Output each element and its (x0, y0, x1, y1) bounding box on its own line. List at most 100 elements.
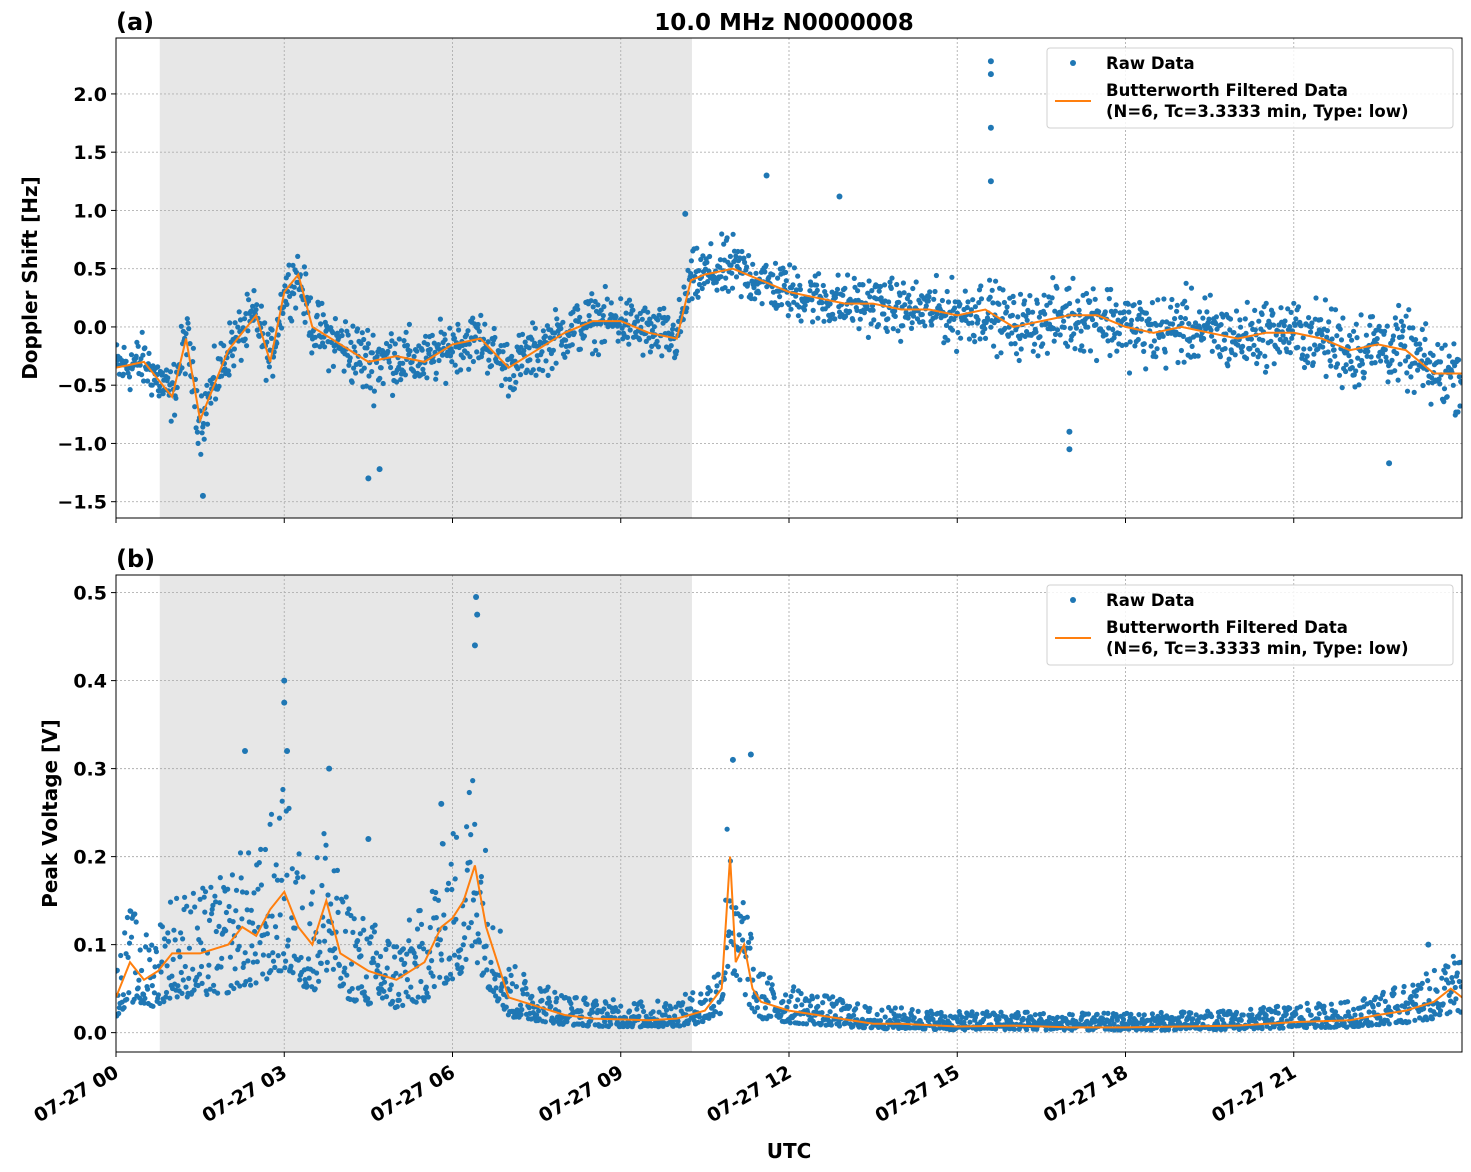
raw-data-point (1239, 349, 1245, 355)
raw-data-point (1436, 376, 1442, 382)
raw-data-point (1040, 1011, 1046, 1017)
raw-data-point (1332, 307, 1339, 313)
raw-data-point (431, 983, 437, 990)
raw-data-point (212, 893, 218, 899)
raw-data-point (829, 289, 835, 295)
raw-data-point (991, 343, 997, 349)
raw-data-point (1256, 318, 1262, 324)
raw-data-point (493, 985, 499, 991)
raw-data-point (1196, 309, 1203, 315)
raw-data-point (626, 341, 632, 347)
raw-data-point (188, 909, 194, 915)
raw-data-point (229, 872, 235, 878)
raw-data-point (589, 351, 596, 357)
raw-data-point (499, 382, 505, 389)
raw-data-point (490, 341, 496, 347)
raw-data-point (1087, 348, 1094, 354)
raw-data-point (673, 1004, 679, 1010)
raw-data-point (540, 328, 547, 334)
raw-data-point (482, 321, 488, 327)
raw-data-point (374, 353, 380, 360)
raw-data-point (1382, 347, 1388, 353)
raw-data-point (722, 970, 728, 976)
raw-data-point (532, 325, 538, 331)
raw-data-point (760, 971, 767, 977)
raw-data-point (1324, 328, 1330, 334)
raw-data-point (116, 1010, 122, 1017)
raw-data-outlier-point (987, 124, 994, 131)
raw-data-point (1154, 346, 1160, 352)
y-tick-label: 0.5 (73, 259, 107, 281)
raw-data-point (746, 1001, 752, 1008)
raw-data-point (279, 325, 285, 331)
raw-data-point (388, 982, 394, 988)
raw-data-point (301, 264, 307, 270)
raw-data-point (1378, 996, 1384, 1002)
raw-data-point (403, 989, 409, 995)
raw-data-point (233, 908, 239, 914)
raw-data-point (1001, 299, 1008, 306)
raw-data-point (1344, 1024, 1350, 1030)
raw-data-point (1232, 352, 1238, 358)
raw-data-point (248, 907, 254, 913)
raw-data-point (342, 928, 349, 934)
raw-data-point (236, 943, 242, 949)
raw-data-point (263, 923, 269, 930)
raw-data-point (126, 940, 133, 946)
raw-data-point (932, 288, 938, 295)
raw-data-point (996, 1016, 1002, 1022)
raw-data-point (1256, 1015, 1262, 1021)
raw-data-point (1005, 333, 1012, 339)
raw-data-point (725, 963, 731, 970)
raw-data-point (1369, 1022, 1375, 1028)
raw-data-point (711, 1003, 717, 1009)
raw-data-point (724, 235, 730, 241)
raw-data-point (877, 283, 884, 290)
raw-data-point (384, 965, 390, 971)
raw-data-point (595, 302, 601, 308)
raw-data-point (688, 271, 694, 277)
raw-data-point (330, 363, 336, 369)
raw-data-point (642, 305, 648, 311)
raw-data-point (828, 316, 834, 322)
raw-data-outlier-point (836, 193, 843, 200)
raw-data-point (1227, 327, 1233, 333)
raw-data-point (876, 288, 882, 294)
raw-data-point (389, 338, 395, 344)
raw-data-point (351, 344, 357, 350)
raw-data-point (423, 333, 429, 339)
raw-data-point (219, 373, 225, 379)
raw-data-point (558, 325, 564, 332)
raw-data-point (280, 786, 286, 793)
raw-data-point (861, 310, 868, 316)
raw-data-point (762, 269, 768, 275)
raw-data-point (1069, 1012, 1075, 1018)
raw-data-point (476, 939, 482, 945)
raw-data-point (739, 248, 745, 255)
x-tick-label: 07-27 06 (367, 1061, 459, 1127)
raw-data-point (821, 1017, 827, 1023)
raw-data-point (949, 327, 956, 333)
raw-data-point (371, 929, 377, 935)
raw-data-point (133, 353, 139, 359)
raw-data-point (1119, 342, 1125, 348)
raw-data-point (467, 859, 473, 865)
raw-data-point (1243, 330, 1249, 336)
raw-data-point (1168, 304, 1174, 310)
raw-data-point (230, 919, 236, 925)
raw-data-point (268, 335, 275, 341)
raw-data-point (730, 231, 736, 237)
raw-data-point (216, 923, 222, 930)
raw-data-point (705, 279, 711, 285)
raw-data-point (1120, 1016, 1127, 1022)
raw-data-point (258, 846, 264, 853)
raw-data-point (371, 959, 377, 965)
raw-data-point (864, 303, 870, 309)
raw-data-point (714, 287, 720, 293)
raw-data-point (218, 964, 224, 970)
raw-data-point (786, 998, 792, 1005)
raw-data-point (1054, 285, 1060, 291)
raw-data-point (542, 333, 549, 339)
raw-data-point (790, 282, 796, 288)
raw-data-point (819, 300, 825, 306)
